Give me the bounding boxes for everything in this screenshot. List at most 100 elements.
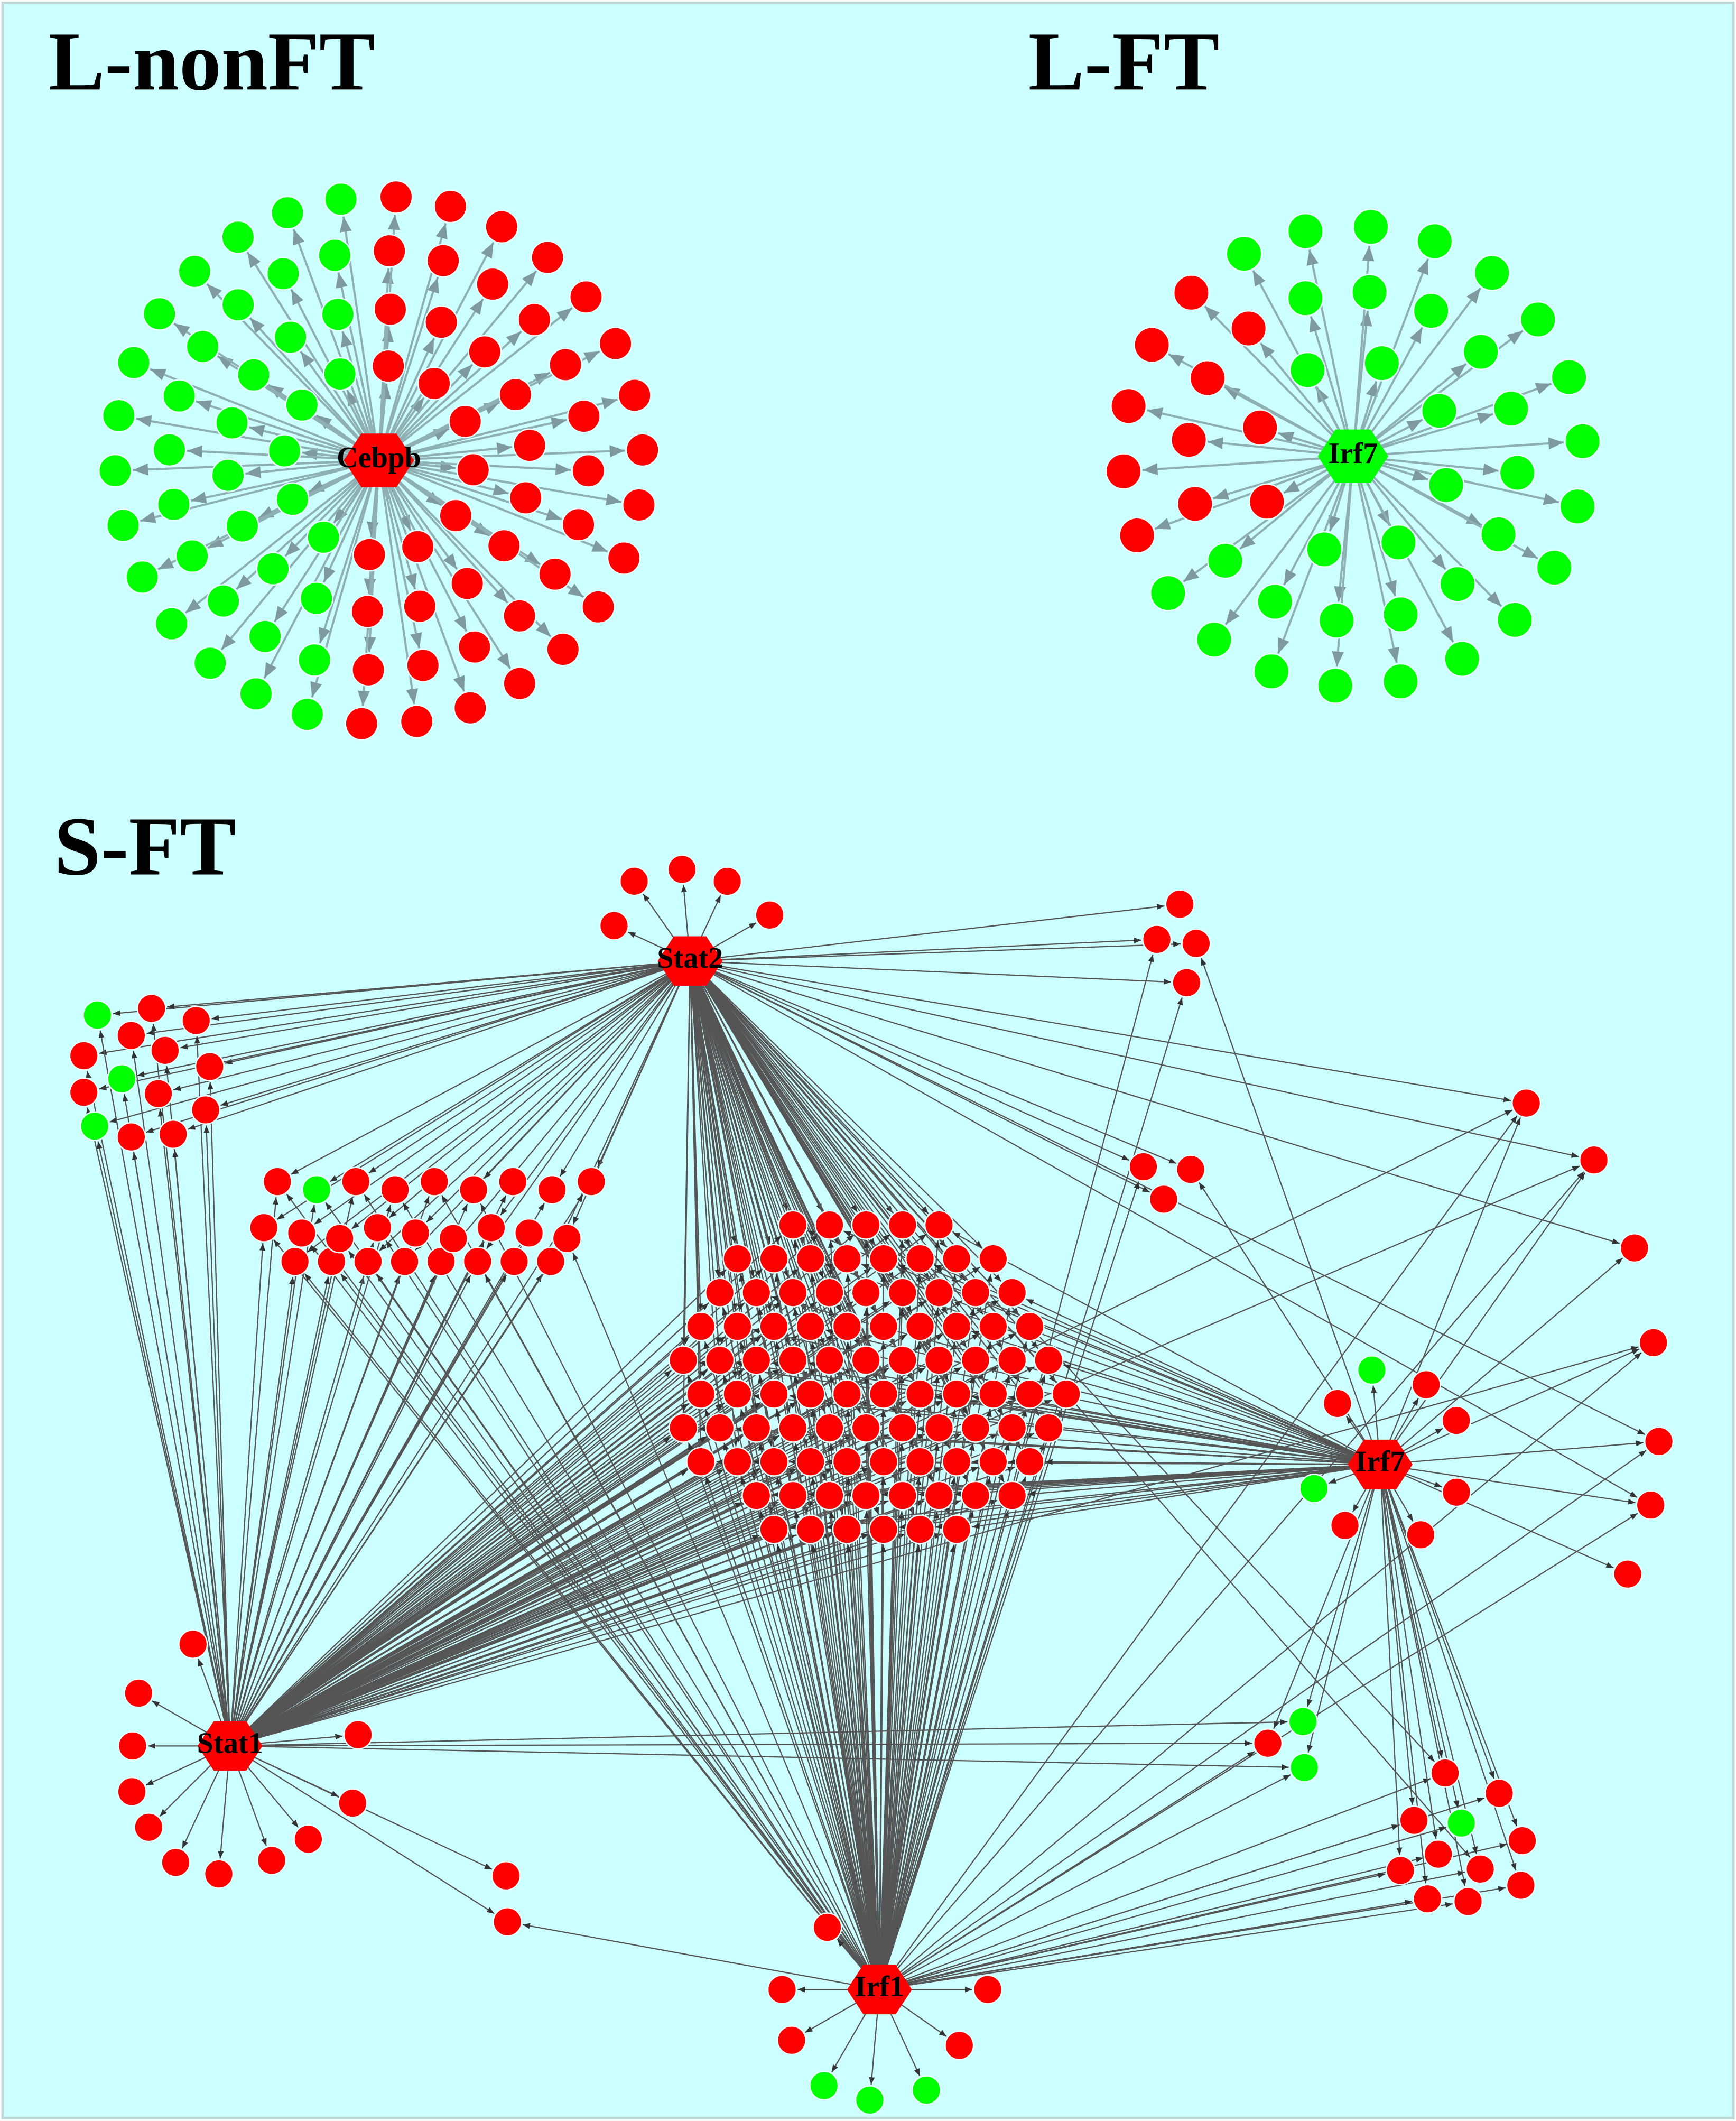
- node: [905, 1514, 935, 1544]
- node: [942, 1311, 972, 1341]
- hub-node: [847, 1965, 912, 2015]
- edge: [689, 960, 1021, 1383]
- node: [485, 210, 519, 244]
- node: [1257, 583, 1294, 620]
- edge: [402, 1202, 880, 1990]
- node: [372, 234, 406, 268]
- edge: [229, 1301, 854, 1747]
- edge: [753, 1393, 1380, 1465]
- node: [905, 1447, 935, 1477]
- node: [154, 607, 189, 641]
- node: [1288, 1707, 1318, 1737]
- edge: [263, 460, 380, 679]
- edge: [705, 1476, 880, 1990]
- edge: [1026, 1299, 1381, 1465]
- edge: [1379, 1464, 1494, 1779]
- edge: [1307, 1464, 1381, 1753]
- node: [492, 1907, 523, 1937]
- node: [1382, 596, 1419, 633]
- node: [942, 1379, 972, 1409]
- edge: [249, 317, 380, 461]
- edge: [229, 1204, 392, 1746]
- node: [795, 1244, 825, 1274]
- node: [851, 1210, 881, 1240]
- edge: [1380, 1464, 1614, 1569]
- node: [134, 1812, 164, 1842]
- node: [1352, 208, 1389, 245]
- edge: [935, 1464, 1380, 1530]
- node: [285, 388, 319, 422]
- node: [1644, 1427, 1674, 1457]
- node: [1519, 301, 1556, 338]
- node: [1165, 889, 1195, 919]
- edge: [229, 1501, 779, 1747]
- node: [1357, 1355, 1387, 1385]
- edge: [1379, 1464, 1460, 1808]
- edge: [690, 960, 1579, 1158]
- edge: [229, 1197, 354, 1746]
- edge: [229, 1252, 448, 1746]
- node: [1441, 1477, 1472, 1507]
- edge: [759, 1510, 880, 1990]
- node: [237, 358, 271, 392]
- node: [194, 1051, 225, 1082]
- node: [1579, 1145, 1609, 1175]
- edge: [229, 1246, 522, 1746]
- edge: [1379, 1464, 1478, 1855]
- node: [924, 1480, 954, 1511]
- node: [832, 1244, 862, 1274]
- node: [546, 632, 580, 666]
- node: [722, 1311, 753, 1341]
- edge: [230, 1745, 1289, 1770]
- node: [266, 256, 300, 291]
- node: [69, 1077, 99, 1107]
- edge: [230, 1719, 1288, 1747]
- edge: [377, 460, 466, 692]
- node: [191, 1095, 221, 1125]
- node: [448, 404, 482, 439]
- labels: L-nonFT L-FT S-FT Cebpb Irf7 Stat2 Stat1 Irf…: [49, 15, 1405, 2003]
- edge: [879, 1545, 887, 1990]
- node: [256, 1845, 287, 1876]
- node: [759, 1447, 789, 1477]
- node: [379, 180, 413, 214]
- edge: [1379, 1464, 1438, 1839]
- edge: [378, 459, 622, 506]
- edge: [133, 459, 379, 476]
- edge: [207, 1082, 231, 1746]
- edge: [775, 1477, 880, 1990]
- edge: [879, 1308, 976, 1990]
- node: [498, 1166, 528, 1197]
- node: [1105, 453, 1142, 490]
- node: [116, 1020, 146, 1051]
- node: [290, 697, 324, 731]
- node: [1453, 1886, 1483, 1916]
- edge: [229, 1533, 906, 1747]
- node: [158, 1119, 188, 1150]
- node: [1253, 653, 1290, 690]
- node: [181, 1005, 211, 1036]
- node: [185, 329, 220, 364]
- edge: [1379, 1464, 1403, 1855]
- node: [280, 1246, 310, 1276]
- node: [598, 327, 633, 361]
- edge: [229, 1501, 815, 1747]
- node: [997, 1413, 1027, 1443]
- edge: [229, 1400, 907, 1747]
- edge: [845, 1409, 880, 1990]
- node: [1299, 1474, 1329, 1504]
- node: [704, 1277, 735, 1308]
- edge: [690, 904, 1165, 962]
- node: [433, 189, 468, 224]
- edge: [688, 1442, 880, 1990]
- node: [343, 1719, 373, 1750]
- edge: [379, 960, 691, 1252]
- edge: [1204, 305, 1354, 457]
- edge: [229, 1369, 672, 1747]
- node: [299, 581, 333, 616]
- edge: [229, 1534, 833, 1747]
- node: [1110, 387, 1147, 424]
- node: [1248, 483, 1285, 520]
- edge: [879, 1477, 922, 1990]
- node: [267, 434, 302, 468]
